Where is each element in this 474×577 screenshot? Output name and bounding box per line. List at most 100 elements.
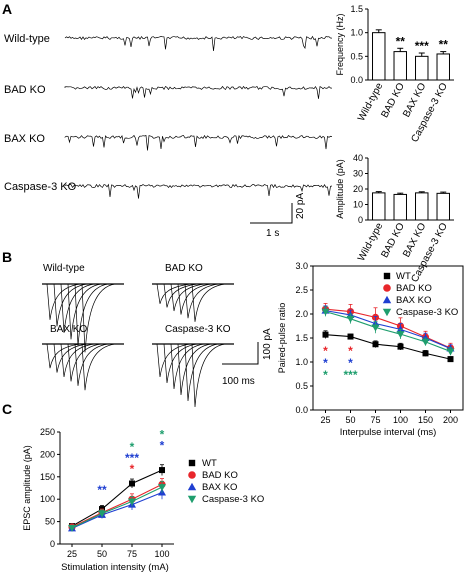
- y-tick-label: 250: [40, 427, 55, 437]
- trace-row-3: [64, 134, 333, 151]
- data-point: [372, 341, 379, 348]
- data-point: [188, 471, 196, 479]
- significance-mark: ***: [415, 39, 429, 53]
- trace-row-4: [64, 183, 333, 199]
- epsc-sweep: [184, 283, 219, 319]
- y-tick-label: 1.5: [350, 4, 363, 14]
- series-line: [325, 308, 451, 349]
- trace-label-bax-ko: BAX KO: [4, 133, 45, 145]
- y-tick-label: 1.0: [295, 357, 308, 367]
- series-line: [325, 334, 451, 360]
- epsc-sweep: [74, 283, 109, 346]
- y-tick-label: 0.0: [350, 75, 363, 85]
- data-point: [187, 495, 197, 504]
- scale-bar-b: 100 pA 100 ms: [222, 328, 273, 387]
- epsc-sweep: [81, 343, 116, 391]
- epsc-sweep: [184, 343, 219, 402]
- series-line: [325, 311, 451, 352]
- trace-row-1: [64, 35, 333, 52]
- data-point: [396, 331, 405, 339]
- epsc-sweep: [67, 283, 102, 340]
- epsc-sweep: [170, 343, 205, 390]
- epsc-sweep: [191, 343, 226, 408]
- x-tick-label: Wild-type: [356, 221, 385, 263]
- y-tick-label: 0: [50, 539, 55, 549]
- bar: [415, 55, 429, 81]
- y-tick-label: 50: [45, 517, 55, 527]
- y-tick-label: 0.5: [350, 51, 363, 61]
- data-point: [446, 348, 455, 356]
- legend-entry-bax: BAX KO: [202, 482, 237, 493]
- significance-mark: **: [396, 34, 406, 48]
- data-point: [188, 459, 196, 467]
- bar: [415, 192, 429, 221]
- y-tick-label: 100: [40, 494, 55, 504]
- epsc-sweep: [46, 343, 81, 369]
- data-point: [187, 482, 197, 491]
- y-tick-label: 2.5: [295, 285, 308, 295]
- y-axis-label: EPSC amplitude (pA): [22, 445, 32, 531]
- epsc-label-bad-ko: BAD KO: [165, 263, 203, 274]
- significance-mark: *: [323, 344, 328, 358]
- y-tick-label: 2.0: [295, 309, 308, 319]
- bar: [393, 193, 407, 221]
- data-point: [382, 295, 392, 304]
- y-tick-label: 10: [353, 200, 363, 210]
- y-tick-label: 150: [40, 472, 55, 482]
- series-line: [71, 486, 163, 529]
- y-axis-label: Paired-pulse ratio: [277, 303, 287, 374]
- x-tick-label: 25: [67, 549, 77, 559]
- series-wt: [322, 330, 454, 363]
- data-point: [382, 308, 392, 317]
- x-tick-label: 100: [393, 415, 408, 425]
- ppr-chart: 0.0 0.5 1.0 1.5 2.0 2.5 3.0 25 50 75 100 150 200 Inte…: [277, 261, 464, 438]
- x-axis-label: Interpulse interval (ms): [340, 427, 437, 438]
- significance-mark: *: [323, 356, 328, 370]
- series-casp: [321, 306, 455, 356]
- data-point: [347, 333, 354, 340]
- bar: [372, 32, 386, 81]
- data-point: [383, 272, 391, 280]
- ppr-significance: ********: [323, 344, 358, 382]
- x-tick-label: 75: [370, 415, 380, 425]
- data-point: [397, 343, 404, 350]
- spontaneous-traces: [64, 35, 333, 199]
- x-tick-label: 75: [127, 549, 137, 559]
- trace-label-caspase-3-ko: Caspase-3 KO: [4, 181, 77, 193]
- x-tick-label: 50: [97, 549, 107, 559]
- significance-mark: ***: [343, 368, 357, 382]
- y-tick-label: 1.0: [350, 28, 363, 38]
- significance-mark: *: [348, 344, 353, 358]
- panel-letter-c: C: [2, 401, 12, 417]
- x-tick-label: Wild-type: [356, 81, 385, 123]
- data-point: [322, 331, 329, 338]
- significance-mark: *: [348, 356, 353, 370]
- y-tick-label: 0.0: [295, 405, 308, 415]
- y-axis-label: Frequency (Hz): [335, 13, 345, 75]
- epsc-sweep: [81, 283, 116, 353]
- trace-row-2: [64, 85, 333, 99]
- legend-entry-bad: BAD KO: [396, 283, 432, 294]
- significance-mark: ***: [125, 451, 139, 465]
- legend-entry-casp: Caspase-3 KO: [202, 494, 264, 505]
- epsc-sweep: [177, 283, 212, 315]
- bar: [393, 51, 407, 81]
- data-point: [321, 308, 330, 316]
- data-point: [346, 315, 355, 323]
- significance-mark: *: [160, 428, 165, 442]
- data-point: [68, 524, 76, 532]
- legend-entry-bax: BAX KO: [396, 295, 431, 306]
- x-tick-label: 150: [418, 415, 433, 425]
- significance-mark: *: [160, 439, 165, 453]
- x-axis-label: Stimulation intensity (mA): [61, 562, 169, 573]
- y-tick-label: 0: [358, 215, 363, 225]
- data-point: [371, 324, 380, 332]
- significance-mark: *: [323, 368, 328, 382]
- x-tick-label: 200: [443, 415, 458, 425]
- data-point: [447, 356, 454, 363]
- data-point: [422, 350, 429, 357]
- data-point: [98, 510, 106, 518]
- scale-bar-a: 20 pA 1 s: [250, 193, 306, 239]
